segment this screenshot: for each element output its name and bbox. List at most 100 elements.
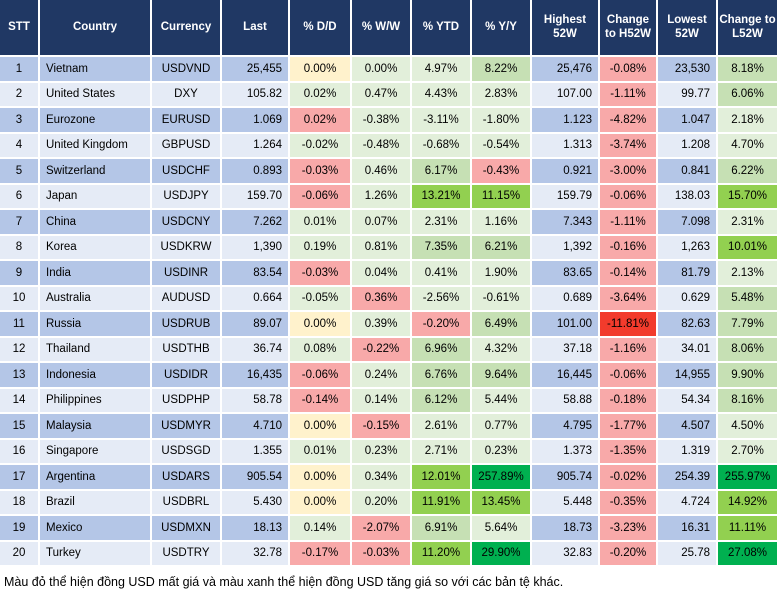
cell-change-to-h52w: -4.82% <box>600 108 658 134</box>
cell-pct-dd: 0.00% <box>290 57 352 83</box>
cell-country: India <box>40 261 152 287</box>
cell-last: 0.664 <box>222 286 290 312</box>
cell-highest-52w: 0.921 <box>532 159 600 185</box>
cell-currency: USDMYR <box>152 414 222 440</box>
cell-highest-52w: 7.343 <box>532 210 600 236</box>
cell-change-to-l52w: 6.06% <box>718 82 777 108</box>
cell-lowest-52w: 16.31 <box>658 516 718 542</box>
table-row: 13 Indonesia USDIDR 16,435 -0.06% 0.24% 6.76% 9… <box>0 363 777 389</box>
cell-pct-yy: -1.80% <box>472 108 532 134</box>
cell-stt: 7 <box>0 210 40 236</box>
cell-last: 16,435 <box>222 363 290 389</box>
cell-last: 1,390 <box>222 235 290 261</box>
cell-lowest-52w: 81.79 <box>658 261 718 287</box>
cell-highest-52w: 159.79 <box>532 184 600 210</box>
cell-pct-dd: -0.03% <box>290 159 352 185</box>
cell-pct-dd: 0.19% <box>290 235 352 261</box>
cell-change-to-h52w: -1.35% <box>600 439 658 465</box>
cell-lowest-52w: 1.319 <box>658 439 718 465</box>
cell-change-to-h52w: -3.00% <box>600 159 658 185</box>
cell-lowest-52w: 23,530 <box>658 57 718 83</box>
cell-country: Mexico <box>40 516 152 542</box>
cell-change-to-l52w: 4.70% <box>718 133 777 159</box>
cell-pct-yy: 13.45% <box>472 490 532 516</box>
cell-pct-yy: 5.44% <box>472 388 532 414</box>
cell-last: 36.74 <box>222 337 290 363</box>
cell-last: 7.262 <box>222 210 290 236</box>
cell-pct-dd: 0.01% <box>290 210 352 236</box>
cell-pct-ytd: 6.76% <box>412 363 472 389</box>
table-row: 1 Vietnam USDVND 25,455 0.00% 0.00% 4.97% 8.22%… <box>0 57 777 83</box>
cell-change-to-l52w: 2.18% <box>718 108 777 134</box>
cell-pct-ytd: 4.97% <box>412 57 472 83</box>
cell-pct-yy: 4.32% <box>472 337 532 363</box>
cell-country: United States <box>40 82 152 108</box>
cell-change-to-l52w: 4.50% <box>718 414 777 440</box>
cell-change-to-h52w: -3.64% <box>600 286 658 312</box>
cell-change-to-h52w: -0.02% <box>600 465 658 491</box>
cell-currency: USDIDR <box>152 363 222 389</box>
column-header-pct-dd: % D/D <box>290 0 352 57</box>
table-body: 1 Vietnam USDVND 25,455 0.00% 0.00% 4.97% 8.22%… <box>0 57 777 567</box>
cell-lowest-52w: 1,263 <box>658 235 718 261</box>
cell-last: 905.54 <box>222 465 290 491</box>
cell-stt: 3 <box>0 108 40 134</box>
table-row: 20 Turkey USDTRY 32.78 -0.17% -0.03% 11.20% 29.… <box>0 541 777 567</box>
footer-note: Màu đỏ thể hiện đồng USD mất giá và màu … <box>0 567 777 602</box>
table-header: STT Country Currency Last% D/D% W/W% YTD% Y… <box>0 0 777 57</box>
column-header-pct-yy: % Y/Y <box>472 0 532 57</box>
cell-pct-ytd: -0.20% <box>412 312 472 338</box>
cell-change-to-l52w: 14.92% <box>718 490 777 516</box>
cell-currency: USDMXN <box>152 516 222 542</box>
cell-pct-yy: -0.54% <box>472 133 532 159</box>
cell-currency: USDBRL <box>152 490 222 516</box>
cell-stt: 17 <box>0 465 40 491</box>
cell-stt: 6 <box>0 184 40 210</box>
cell-country: Philippines <box>40 388 152 414</box>
cell-pct-ww: 0.46% <box>352 159 412 185</box>
cell-stt: 9 <box>0 261 40 287</box>
cell-change-to-h52w: -0.20% <box>600 541 658 567</box>
cell-pct-yy: 11.15% <box>472 184 532 210</box>
column-header-country: Country <box>40 0 152 57</box>
cell-change-to-h52w: -1.16% <box>600 337 658 363</box>
table-row: 14 Philippines USDPHP 58.78 -0.14% 0.14% 6.12%… <box>0 388 777 414</box>
cell-pct-ytd: 0.41% <box>412 261 472 287</box>
cell-lowest-52w: 25.78 <box>658 541 718 567</box>
cell-lowest-52w: 4.507 <box>658 414 718 440</box>
cell-highest-52w: 18.73 <box>532 516 600 542</box>
column-header-last: Last <box>222 0 290 57</box>
cell-pct-dd: 0.00% <box>290 312 352 338</box>
cell-pct-ww: 0.81% <box>352 235 412 261</box>
cell-highest-52w: 37.18 <box>532 337 600 363</box>
cell-stt: 20 <box>0 541 40 567</box>
cell-currency: USDTHB <box>152 337 222 363</box>
cell-last: 1.069 <box>222 108 290 134</box>
cell-stt: 18 <box>0 490 40 516</box>
table-row: 9 India USDINR 83.54 -0.03% 0.04% 0.41% 1.90% 83… <box>0 261 777 287</box>
table-row: 19 Mexico USDMXN 18.13 0.14% -2.07% 6.91% 5.64%… <box>0 516 777 542</box>
cell-pct-dd: 0.00% <box>290 490 352 516</box>
cell-highest-52w: 5.448 <box>532 490 600 516</box>
cell-change-to-l52w: 8.18% <box>718 57 777 83</box>
cell-change-to-h52w: -1.77% <box>600 414 658 440</box>
cell-change-to-l52w: 8.06% <box>718 337 777 363</box>
cell-pct-ww: 0.00% <box>352 57 412 83</box>
cell-currency: USDPHP <box>152 388 222 414</box>
cell-pct-ww: 0.24% <box>352 363 412 389</box>
cell-pct-ww: 0.20% <box>352 490 412 516</box>
cell-currency: USDVND <box>152 57 222 83</box>
cell-highest-52w: 905.74 <box>532 465 600 491</box>
cell-change-to-h52w: -0.08% <box>600 57 658 83</box>
cell-stt: 19 <box>0 516 40 542</box>
cell-currency: USDSGD <box>152 439 222 465</box>
cell-country: Thailand <box>40 337 152 363</box>
cell-pct-ytd: 11.20% <box>412 541 472 567</box>
cell-change-to-l52w: 5.48% <box>718 286 777 312</box>
table-row: 15 Malaysia USDMYR 4.710 0.00% -0.15% 2.61% 0.7… <box>0 414 777 440</box>
cell-change-to-l52w: 2.13% <box>718 261 777 287</box>
cell-stt: 16 <box>0 439 40 465</box>
cell-pct-ytd: 6.17% <box>412 159 472 185</box>
table-row: 17 Argentina USDARS 905.54 0.00% 0.34% 12.01% 2… <box>0 465 777 491</box>
cell-highest-52w: 83.65 <box>532 261 600 287</box>
